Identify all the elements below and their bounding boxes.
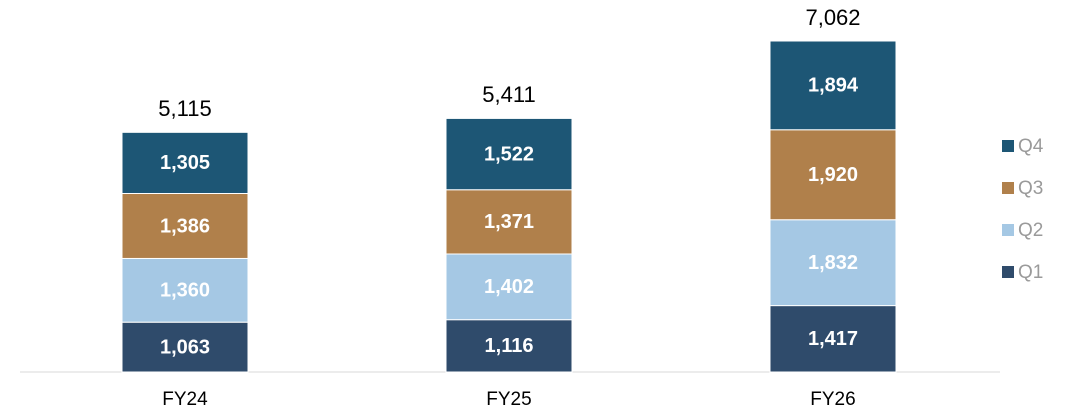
legend-swatch <box>1002 182 1014 194</box>
data-label: 1,360 <box>160 280 210 302</box>
data-label: 1,063 <box>160 336 210 358</box>
data-label: 1,920 <box>808 164 858 186</box>
x-tick-label: FY25 <box>486 389 531 410</box>
bar-segment <box>445 253 573 321</box>
x-tick-label: FY24 <box>162 389 208 410</box>
bar-segment <box>445 189 573 255</box>
total-label: 5,115 <box>158 96 211 121</box>
x-tick-label: FY26 <box>810 389 855 410</box>
bar-segment <box>769 40 897 131</box>
legend-label: Q3 <box>1018 178 1043 199</box>
bar-segment <box>769 219 897 307</box>
legend-swatch <box>1002 224 1014 236</box>
legend-label: Q2 <box>1018 220 1043 241</box>
legend-label: Q4 <box>1018 136 1044 157</box>
total-label: 7,062 <box>805 5 860 30</box>
data-label: 1,305 <box>160 152 210 174</box>
data-label: 1,386 <box>160 215 210 237</box>
data-label: 1,116 <box>485 335 534 357</box>
legend-swatch <box>1002 266 1014 278</box>
bar-segment <box>445 319 573 373</box>
data-label: 1,371 <box>484 211 534 233</box>
bar-segment <box>121 257 249 323</box>
bar-segment <box>769 305 897 373</box>
data-label: 1,417 <box>808 328 858 350</box>
bar-segment <box>445 117 573 191</box>
data-label: 1,832 <box>808 252 858 274</box>
bar-segment <box>121 131 249 194</box>
legend-label: Q1 <box>1018 262 1043 283</box>
legend-swatch <box>1002 140 1014 152</box>
data-label: 1,894 <box>808 75 859 97</box>
total-label: 5,411 <box>482 82 535 107</box>
bar-segment <box>769 129 897 221</box>
data-label: 1,402 <box>484 276 534 298</box>
data-label: 1,522 <box>484 143 534 165</box>
bar-segment <box>121 321 249 373</box>
